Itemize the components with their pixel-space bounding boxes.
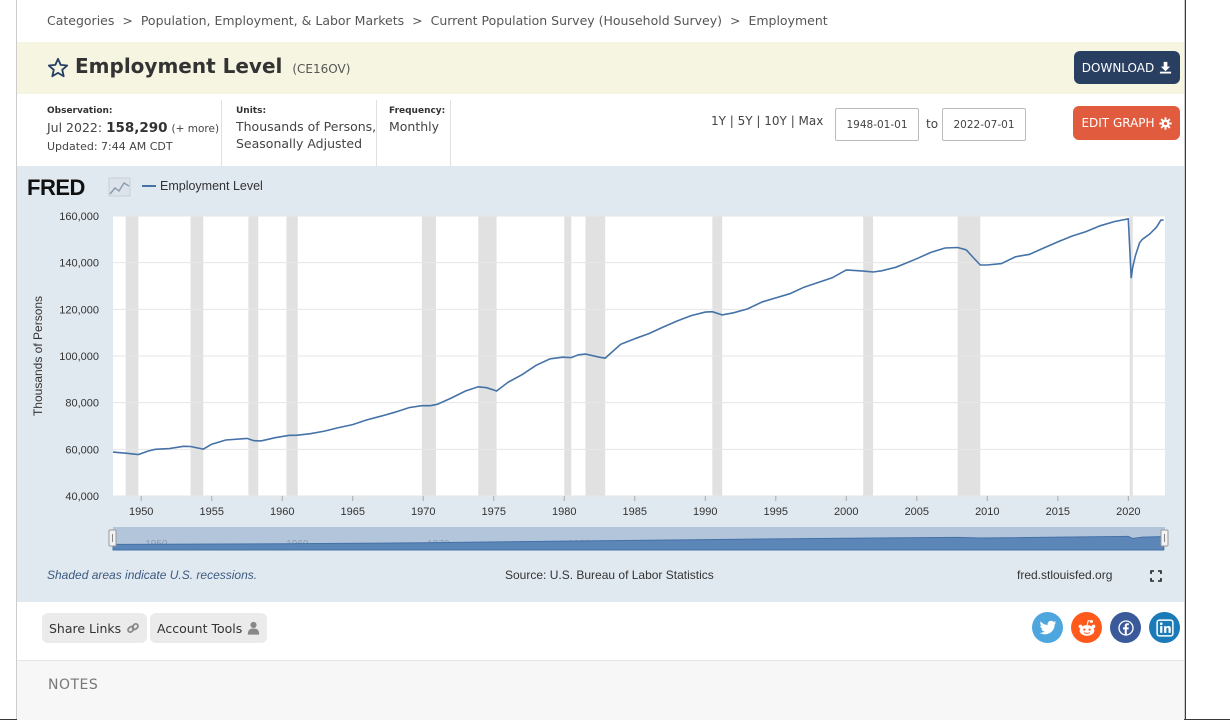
observation-date: Jul 2022: bbox=[47, 120, 103, 135]
observation-label: Observation: bbox=[47, 106, 113, 116]
share-links-label: Share Links bbox=[49, 620, 122, 636]
left-gutter bbox=[0, 0, 16, 719]
right-gutter bbox=[1186, 0, 1230, 719]
observation-more-link[interactable]: (+ more) bbox=[171, 123, 220, 135]
reddit-icon[interactable] bbox=[1071, 612, 1102, 643]
page-title: Employment Level (CE16OV) bbox=[75, 54, 350, 78]
units-line-1: Thousands of Persons, bbox=[236, 119, 377, 134]
linkedin-icon[interactable] bbox=[1149, 612, 1180, 643]
facebook-icon[interactable] bbox=[1110, 612, 1141, 643]
observation-value: 158,290 bbox=[106, 120, 168, 136]
units-label: Units: bbox=[236, 106, 267, 116]
account-tools-button[interactable]: Account Tools bbox=[150, 613, 268, 643]
y-tick-label: 60,000 bbox=[65, 444, 99, 456]
series-id: (CE16OV) bbox=[292, 62, 351, 76]
y-axis-label: Thousands of Persons bbox=[31, 296, 45, 416]
gear-icon bbox=[1158, 116, 1172, 130]
breadcrumb: Categories > Population, Employment, & L… bbox=[47, 13, 828, 28]
link-icon bbox=[127, 623, 140, 633]
navigator-handle-right[interactable] bbox=[1160, 529, 1169, 547]
x-tick-label: 1980 bbox=[552, 506, 576, 518]
recession-note: Shaded areas indicate U.S. recessions. bbox=[47, 568, 257, 582]
x-tick-label: 1995 bbox=[764, 506, 788, 518]
x-tick-label: 2020 bbox=[1116, 506, 1140, 518]
share-links-button[interactable]: Share Links bbox=[42, 613, 148, 643]
edit-graph-label: EDIT GRAPH bbox=[1081, 116, 1155, 130]
x-tick-label: 2000 bbox=[834, 506, 858, 518]
fred-page: Categories > Population, Employment, & L… bbox=[16, 0, 1185, 720]
x-tick-label: 1960 bbox=[270, 506, 294, 518]
site-link[interactable]: fred.stlouisfed.org bbox=[1017, 568, 1112, 582]
series-line-employment-level[interactable] bbox=[112, 217, 1164, 456]
x-tick-label: 1950 bbox=[129, 506, 153, 518]
to-label: to bbox=[926, 117, 939, 131]
x-tick-label: 2015 bbox=[1046, 506, 1070, 518]
y-axis-ticks: 40,000 60,000 80,000 100,000 120,000 140,000 1… bbox=[59, 211, 99, 503]
star-icon[interactable] bbox=[47, 57, 69, 79]
download-icon bbox=[1160, 61, 1172, 74]
gridlines bbox=[113, 215, 1165, 497]
meta-divider bbox=[450, 100, 451, 166]
title-text: Employment Level bbox=[75, 54, 283, 78]
x-tick-label: 1970 bbox=[411, 506, 435, 518]
y-tick-label: 120,000 bbox=[59, 304, 99, 316]
breadcrumb-employment[interactable]: Employment bbox=[748, 13, 828, 28]
source-text: Source: U.S. Bureau of Labor Statistics bbox=[505, 568, 714, 582]
chart-panel: FRED Employment Level 40,000 60,000 80,000… bbox=[17, 166, 1184, 602]
breadcrumb-separator: > bbox=[412, 13, 423, 28]
y-tick-label: 40,000 bbox=[65, 491, 99, 503]
x-axis-ticks: 1950 1955 1960 1965 1970 1975 1980 1985 1990 1995… bbox=[129, 496, 1141, 518]
twitter-icon[interactable] bbox=[1032, 612, 1063, 643]
fred-logo[interactable]: FRED bbox=[27, 175, 85, 200]
breadcrumb-population[interactable]: Population, Employment, & Labor Markets bbox=[140, 13, 405, 28]
account-tools-label: Account Tools bbox=[157, 620, 243, 636]
frequency-value: Monthly bbox=[389, 119, 440, 134]
y-tick-label: 160,000 bbox=[59, 211, 99, 223]
meta-divider bbox=[376, 100, 377, 166]
x-tick-label: 1965 bbox=[340, 506, 364, 518]
breadcrumb-cps[interactable]: Current Population Survey (Household Sur… bbox=[430, 13, 722, 28]
start-date-input[interactable]: 1948-01-01 bbox=[835, 108, 919, 141]
legend-employment-level[interactable]: Employment Level bbox=[160, 179, 263, 193]
chart-svg: FRED Employment Level 40,000 60,000 80,000… bbox=[27, 175, 1169, 582]
download-button[interactable]: DOWNLOAD bbox=[1074, 51, 1180, 84]
units-line-2: Seasonally Adjusted bbox=[236, 136, 363, 151]
navigator-series-area bbox=[112, 535, 1165, 551]
fullscreen-icon[interactable] bbox=[1150, 570, 1162, 582]
user-icon bbox=[248, 621, 260, 635]
download-label: DOWNLOAD bbox=[1081, 60, 1155, 75]
edit-graph-button[interactable]: EDIT GRAPH bbox=[1073, 106, 1180, 140]
breadcrumb-separator: > bbox=[122, 13, 133, 28]
y-tick-label: 80,000 bbox=[65, 398, 99, 410]
updated-time: Updated: 7:44 AM CDT bbox=[47, 140, 173, 153]
fred-logo-icon bbox=[108, 177, 131, 197]
title-bar bbox=[17, 42, 1184, 94]
range-presets[interactable]: 1Y | 5Y | 10Y | Max bbox=[711, 114, 824, 128]
notes-section bbox=[17, 660, 1184, 720]
x-tick-label: 1990 bbox=[693, 506, 717, 518]
navigator-handle-left[interactable] bbox=[108, 529, 117, 547]
x-tick-label: 2010 bbox=[975, 506, 999, 518]
x-tick-label: 2005 bbox=[905, 506, 929, 518]
y-tick-label: 100,000 bbox=[59, 351, 99, 363]
observation-row: Jul 2022: 158,290 (+ more) bbox=[47, 119, 219, 138]
breadcrumb-categories[interactable]: Categories bbox=[47, 13, 115, 28]
notes-title: NOTES bbox=[48, 677, 99, 693]
meta-divider bbox=[221, 100, 222, 166]
x-tick-label: 1985 bbox=[623, 506, 647, 518]
x-tick-label: 1975 bbox=[482, 506, 506, 518]
y-tick-label: 140,000 bbox=[59, 258, 99, 270]
frequency-label: Frequency: bbox=[389, 106, 446, 116]
x-tick-label: 1955 bbox=[199, 506, 223, 518]
end-date-input[interactable]: 2022-07-01 bbox=[942, 108, 1026, 141]
breadcrumb-separator: > bbox=[729, 13, 741, 28]
